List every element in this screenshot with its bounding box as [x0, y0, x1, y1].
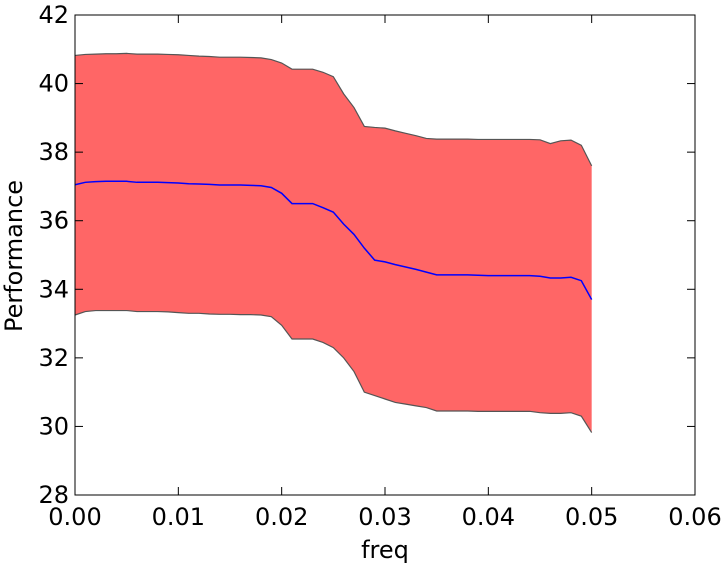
plot-frame: [74, 14, 696, 496]
y-tick-labels: 28 30 32 34 36 38 40 42: [38, 1, 69, 509]
y-tick-label: 38: [38, 138, 69, 166]
x-tick-label: 0.04: [462, 503, 515, 531]
y-tick-label: 42: [38, 1, 69, 29]
y-axis-label: Performance: [0, 180, 28, 332]
confidence-band: [75, 53, 592, 433]
x-tick-label: 0.03: [358, 503, 411, 531]
band-upper-edge: [74, 52, 593, 167]
y-tick-label: 32: [38, 344, 69, 372]
mean-line: [74, 180, 593, 300]
y-tick-label: 36: [38, 207, 69, 235]
y-tick-label: 30: [38, 412, 69, 440]
x-tick-label: 0.00: [48, 503, 101, 531]
y-tick-label: 40: [38, 70, 69, 98]
x-tick-labels: 0.00 0.01 0.02 0.03 0.04 0.05 0.06: [48, 503, 721, 531]
band-lower-edge: [74, 309, 593, 433]
x-tick-label: 0.02: [255, 503, 308, 531]
x-axis-label: freq: [361, 536, 409, 564]
x-tick-label: 0.05: [565, 503, 618, 531]
y-tick-label: 28: [38, 481, 69, 509]
x-tick-label: 0.01: [152, 503, 205, 531]
y-tick-label: 34: [38, 275, 69, 303]
x-tick-label: 0.06: [668, 503, 721, 531]
